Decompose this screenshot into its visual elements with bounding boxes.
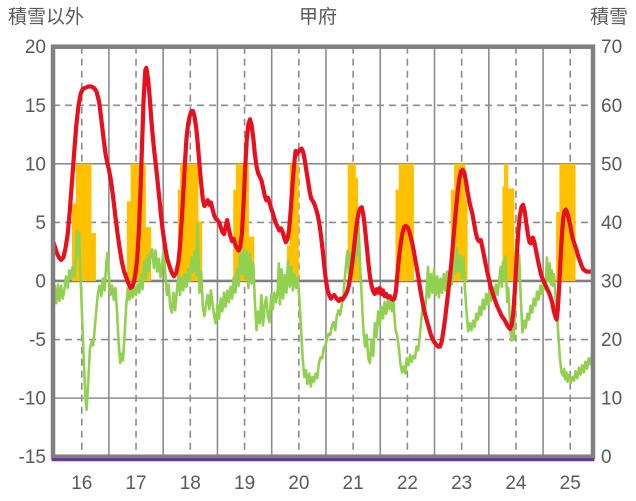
- left-axis-tick-label: -10: [19, 389, 46, 410]
- right-axis-title: 積雪: [589, 7, 628, 28]
- winter-bar: [450, 163, 468, 281]
- right-axis-tick-label: 60: [601, 96, 622, 117]
- plot-frame: [50, 44, 596, 459]
- right-axis-tick-label: 0: [601, 447, 612, 468]
- left-axis-tick-label: 20: [25, 37, 46, 58]
- left-axis-tick-label: 5: [35, 213, 46, 234]
- right-axis-tick-label: 70: [601, 37, 622, 58]
- left-axis-tick-label: -15: [19, 447, 46, 468]
- green-line-series: [51, 217, 595, 412]
- right-axis-tick-label: 10: [601, 389, 622, 410]
- x-axis-tick-label: 17: [125, 473, 146, 494]
- left-axis-tick-label: 10: [25, 154, 46, 175]
- chart-title: 甲府: [298, 7, 337, 28]
- x-axis-tick-label: 18: [180, 473, 201, 494]
- left-axis-tick-label: 15: [25, 96, 46, 117]
- right-axis-tick-label: 40: [601, 213, 622, 234]
- left-axis-title: 積雪以外: [8, 7, 85, 28]
- x-axis-tick-label: 16: [71, 473, 92, 494]
- x-axis-tick-label: 25: [560, 473, 581, 494]
- x-axis-tick-label: 20: [288, 473, 309, 494]
- red-line-series: [50, 65, 596, 349]
- right-axis-tick-label: 30: [601, 271, 622, 292]
- x-axis-tick-label: 23: [451, 473, 472, 494]
- left-axis-tick-label: -5: [29, 330, 46, 351]
- left-axis-tick-label: 0: [35, 271, 46, 292]
- x-axis-tick-label: 24: [505, 473, 527, 494]
- x-axis-tick-label: 22: [397, 473, 418, 494]
- x-axis-tick-label: 19: [234, 473, 255, 494]
- right-axis-tick-label: 20: [601, 330, 622, 351]
- x-axis-tick-label: 21: [343, 473, 364, 494]
- right-axis-tick-label: 50: [601, 154, 622, 175]
- winter-bar: [502, 163, 517, 281]
